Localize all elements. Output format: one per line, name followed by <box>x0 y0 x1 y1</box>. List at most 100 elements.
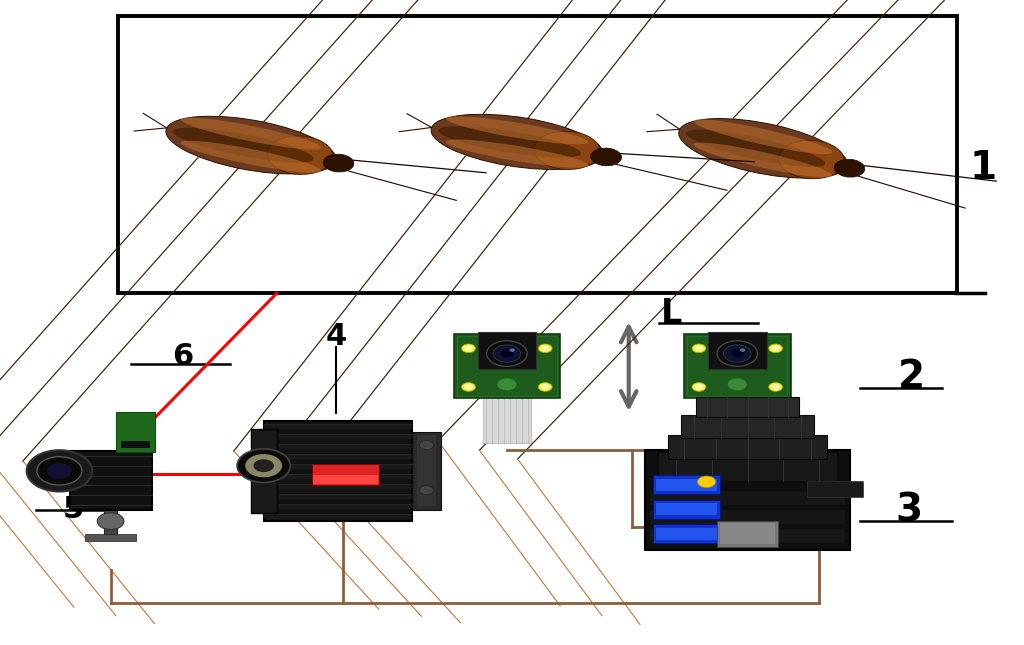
Bar <box>264 515 412 519</box>
Ellipse shape <box>693 119 833 154</box>
Bar <box>807 481 863 497</box>
Bar <box>457 336 557 396</box>
Bar <box>264 475 412 479</box>
Circle shape <box>498 379 516 390</box>
Circle shape <box>692 382 706 392</box>
Text: L: L <box>660 297 682 330</box>
Circle shape <box>501 350 513 357</box>
Circle shape <box>731 350 743 357</box>
Bar <box>418 435 436 506</box>
Ellipse shape <box>173 128 313 163</box>
Bar <box>104 506 117 539</box>
Circle shape <box>97 513 124 530</box>
Text: 3: 3 <box>896 492 923 530</box>
Bar <box>312 464 379 485</box>
Bar <box>708 332 767 370</box>
Bar <box>483 398 530 443</box>
Ellipse shape <box>778 140 844 179</box>
Circle shape <box>420 441 434 450</box>
Ellipse shape <box>267 136 333 174</box>
Bar <box>653 524 720 543</box>
Bar <box>264 485 412 489</box>
Circle shape <box>464 346 473 351</box>
Bar <box>118 16 957 293</box>
Bar <box>717 521 778 546</box>
Bar <box>668 435 827 459</box>
Bar <box>656 528 717 539</box>
Circle shape <box>771 346 780 351</box>
Bar <box>645 450 850 550</box>
Bar <box>264 495 412 499</box>
Ellipse shape <box>438 126 581 157</box>
Circle shape <box>462 382 475 392</box>
Circle shape <box>37 457 82 485</box>
Ellipse shape <box>324 154 354 172</box>
Text: 1: 1 <box>970 149 996 186</box>
Circle shape <box>464 384 473 390</box>
Text: 6: 6 <box>172 342 193 370</box>
Bar <box>687 336 787 396</box>
Ellipse shape <box>180 117 322 150</box>
Circle shape <box>697 476 716 488</box>
Bar <box>264 455 412 459</box>
Circle shape <box>717 341 758 366</box>
Circle shape <box>692 344 706 353</box>
Ellipse shape <box>445 116 589 144</box>
Bar <box>656 503 717 515</box>
Ellipse shape <box>591 148 622 166</box>
Circle shape <box>740 348 745 352</box>
Circle shape <box>246 454 283 477</box>
Bar <box>264 435 412 439</box>
Bar <box>684 334 791 398</box>
Bar <box>714 398 761 443</box>
Circle shape <box>493 345 521 362</box>
Ellipse shape <box>693 143 833 177</box>
Bar <box>653 475 720 494</box>
Circle shape <box>238 449 291 482</box>
Circle shape <box>541 384 550 390</box>
Bar <box>650 510 845 524</box>
Bar <box>121 441 150 448</box>
Text: 5: 5 <box>63 495 84 524</box>
Ellipse shape <box>686 130 825 167</box>
Ellipse shape <box>679 119 847 178</box>
Bar <box>650 529 845 543</box>
Circle shape <box>420 486 434 495</box>
Circle shape <box>539 344 552 353</box>
Circle shape <box>769 344 782 353</box>
Bar <box>264 465 412 469</box>
Circle shape <box>694 346 703 351</box>
Circle shape <box>771 384 780 390</box>
Bar <box>264 421 412 521</box>
Bar <box>264 445 412 449</box>
Bar <box>681 415 814 438</box>
Circle shape <box>486 341 527 366</box>
Bar <box>477 332 537 370</box>
Bar <box>650 490 845 504</box>
Bar <box>454 334 560 398</box>
Text: 4: 4 <box>326 322 346 351</box>
Ellipse shape <box>180 141 322 173</box>
Bar <box>116 412 155 451</box>
Circle shape <box>723 345 752 362</box>
Circle shape <box>254 459 274 472</box>
Bar <box>412 432 441 510</box>
Ellipse shape <box>431 114 603 170</box>
Bar <box>313 475 378 484</box>
Bar <box>252 429 276 513</box>
Bar <box>696 397 799 417</box>
Circle shape <box>47 463 72 479</box>
Bar <box>264 505 412 509</box>
Circle shape <box>769 382 782 392</box>
Circle shape <box>539 382 552 392</box>
Bar <box>70 451 152 510</box>
Circle shape <box>728 379 746 390</box>
Circle shape <box>27 450 92 491</box>
Bar <box>264 425 412 429</box>
Circle shape <box>510 348 515 352</box>
Bar <box>653 499 720 519</box>
Bar <box>656 479 717 490</box>
Ellipse shape <box>166 116 336 174</box>
Circle shape <box>694 384 703 390</box>
Circle shape <box>462 344 475 353</box>
